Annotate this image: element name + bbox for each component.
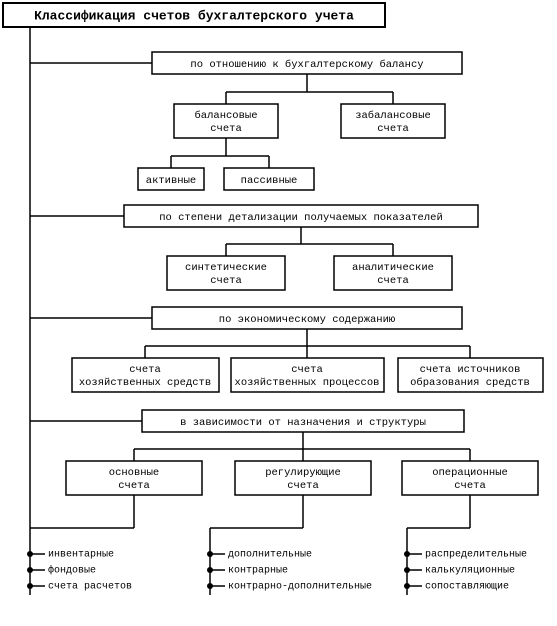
leaf-label: фондовые <box>48 564 96 577</box>
node-label: образования средств <box>410 376 530 389</box>
bullet-dot <box>27 567 33 573</box>
node-label: забалансовые <box>355 109 431 122</box>
bullet-dot <box>27 551 33 557</box>
node-label: аналитические <box>352 262 434 274</box>
bullet-dot <box>27 583 33 589</box>
leaf-label: инвентарные <box>48 550 114 561</box>
section-label-1: по отношению к бухгалтерскому балансу <box>190 58 423 71</box>
bullet-dot <box>207 583 213 589</box>
section-label-2: по степени детализации получаемых показа… <box>159 212 443 224</box>
node-label: балансовые <box>194 109 257 122</box>
node-label: пассивные <box>241 175 298 187</box>
bullet-dot <box>207 567 213 573</box>
leaf-label: счета расчетов <box>48 582 132 593</box>
leaf-label: контрарные <box>228 566 288 577</box>
leaf-label: дополнительные <box>228 550 312 561</box>
bullet-dot <box>404 567 410 573</box>
node-label: основные <box>109 467 159 479</box>
bullet-dot <box>404 583 410 589</box>
diagram-title: Классификация счетов бухгалтерского учет… <box>34 8 354 23</box>
section-label-4: в зависимости от назначения и структуры <box>180 417 426 429</box>
node-label: счета <box>454 480 486 492</box>
node-label: счета <box>210 275 242 287</box>
node-label: счета <box>118 480 150 492</box>
node-label: хозяйственных средств <box>79 377 211 389</box>
leaf-label: распределительные <box>425 550 527 561</box>
leaf-label: контрарно-дополнительные <box>228 582 372 593</box>
bullet-dot <box>404 551 410 557</box>
leaf-label: калькуляционные <box>425 566 515 577</box>
node-label: счета <box>129 364 161 376</box>
node-label: счета <box>377 123 409 135</box>
node-label: счета <box>287 480 319 492</box>
node-label: счета <box>210 123 242 135</box>
section-label-3: по экономическому содержанию <box>219 314 396 326</box>
node-label: хозяйственных процессов <box>235 377 380 389</box>
node-label: синтетические <box>185 262 267 274</box>
node-label: операционные <box>432 467 508 479</box>
node-label: счета источников <box>420 364 521 376</box>
node-label: счета <box>291 364 323 376</box>
node-label: счета <box>377 275 409 287</box>
leaf-label: сопоставляющие <box>425 582 509 593</box>
node-label: регулирующие <box>265 467 341 479</box>
bullet-dot <box>207 551 213 557</box>
node-label: активные <box>146 175 196 187</box>
